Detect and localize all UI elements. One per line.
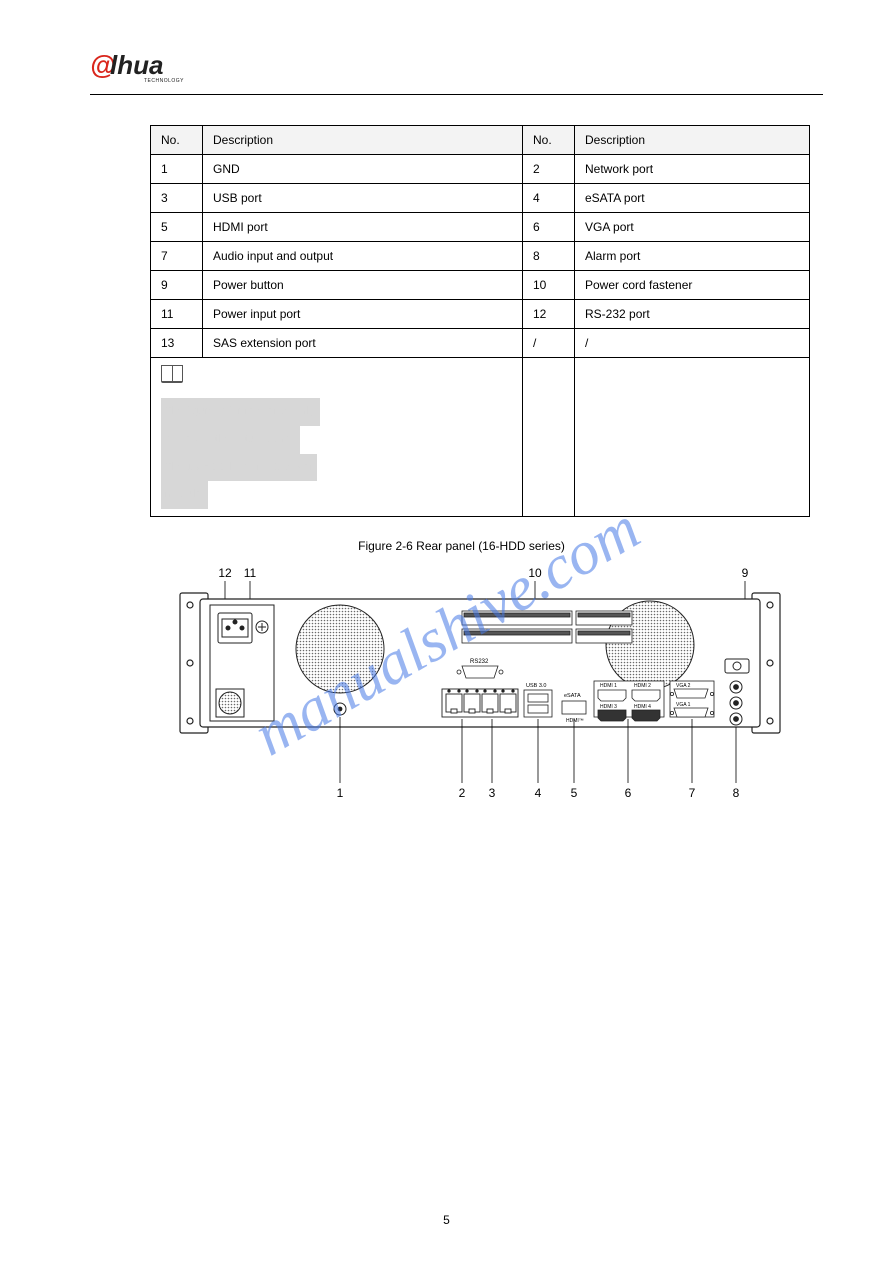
cell-empty <box>575 358 810 517</box>
table-row: 7 Audio input and output 8 Alarm port <box>151 242 810 271</box>
label-1: 1 <box>337 786 344 799</box>
table-row: 13 SAS extension port / / <box>151 329 810 358</box>
cell-no: 13 <box>151 329 203 358</box>
label-7: 7 <box>689 786 696 799</box>
label-12: 12 <box>218 566 232 580</box>
label-4: 4 <box>535 786 542 799</box>
note-line: module. <box>161 481 208 509</box>
cell-desc: VGA port <box>575 213 810 242</box>
svg-text:HDMI 3: HDMI 3 <box>600 704 617 710</box>
th-no-1: No. <box>151 126 203 155</box>
note-line: The figure is for reference only, <box>161 398 320 426</box>
label-2: 2 <box>459 786 466 799</box>
cell-no: 9 <box>151 271 203 300</box>
label-3: 3 <box>489 786 496 799</box>
cell-no: 4 <box>523 184 575 213</box>
cell-empty <box>523 358 575 517</box>
cell-no: 6 <box>523 213 575 242</box>
cell-desc: / <box>575 329 810 358</box>
svg-text:HDMI 2: HDMI 2 <box>634 683 651 689</box>
label-11: 11 <box>244 566 257 580</box>
cell-desc: GND <box>203 155 523 184</box>
cell-desc: Audio input and output <box>203 242 523 271</box>
table-row: 5 HDMI port 6 VGA port <box>151 213 810 242</box>
cell-no: 8 <box>523 242 575 271</box>
label-6: 6 <box>625 786 632 799</box>
cell-no: 2 <box>523 155 575 184</box>
figure-caption: Figure 2-6 Rear panel (16-HDD series) <box>110 539 813 553</box>
label-10: 10 <box>528 566 542 580</box>
cell-no: 5 <box>151 213 203 242</box>
table-note-row: The figure is for reference only, subjec… <box>151 358 810 517</box>
label-5: 5 <box>571 786 578 799</box>
note-cell: The figure is for reference only, subjec… <box>151 358 523 517</box>
svg-text:VGA 2: VGA 2 <box>676 683 691 689</box>
cell-desc: Power button <box>203 271 523 300</box>
table-row: 3 USB port 4 eSATA port <box>151 184 810 213</box>
table-header-row: No. Description No. Description <box>151 126 810 155</box>
table-row: 1 GND 2 Network port <box>151 155 810 184</box>
cell-desc: Power input port <box>203 300 523 329</box>
svg-text:HDMI 1: HDMI 1 <box>600 683 617 689</box>
header-divider <box>90 94 823 95</box>
cell-no: 10 <box>523 271 575 300</box>
label-9: 9 <box>742 566 749 580</box>
cell-no: 1 <box>151 155 203 184</box>
cell-no: / <box>523 329 575 358</box>
page-number: 5 <box>0 1213 893 1227</box>
rear-panel-figure: 12 11 10 9 <box>170 559 790 804</box>
svg-text:TECHNOLOGY: TECHNOLOGY <box>144 78 184 84</box>
brand-logo: @ lhua TECHNOLOGY <box>90 50 813 86</box>
svg-text:HDMI™: HDMI™ <box>566 718 584 724</box>
cell-desc: USB port <box>203 184 523 213</box>
cell-desc: eSATA port <box>575 184 810 213</box>
cell-desc: SAS extension port <box>203 329 523 358</box>
label-8: 8 <box>733 786 740 799</box>
svg-text:VGA 1: VGA 1 <box>676 702 691 708</box>
svg-text:USB 3.0: USB 3.0 <box>526 683 546 689</box>
note-line: subject to the actual panel. <box>161 426 300 454</box>
cell-no: 3 <box>151 184 203 213</box>
th-no-2: No. <box>523 126 575 155</box>
th-desc-2: Description <box>575 126 810 155</box>
cell-desc: HDMI port <box>203 213 523 242</box>
cell-desc: RS-232 port <box>575 300 810 329</box>
gnd-terminal <box>334 703 346 715</box>
cell-no: 7 <box>151 242 203 271</box>
svg-text:HDMI 4: HDMI 4 <box>634 704 651 710</box>
cell-desc: Alarm port <box>575 242 810 271</box>
cell-desc: Power cord fastener <box>575 271 810 300</box>
svg-text:eSATA: eSATA <box>564 693 581 699</box>
svg-text:lhua: lhua <box>110 50 163 80</box>
cell-desc: Network port <box>575 155 810 184</box>
svg-text:RS232: RS232 <box>470 659 489 665</box>
ports-table: No. Description No. Description 1 GND 2 … <box>150 125 810 517</box>
note-line: The 16-HDD has only 1 power <box>161 454 317 482</box>
note-icon <box>161 365 183 383</box>
cell-no: 11 <box>151 300 203 329</box>
table-row: 11 Power input port 12 RS-232 port <box>151 300 810 329</box>
cell-no: 12 <box>523 300 575 329</box>
table-row: 9 Power button 10 Power cord fastener <box>151 271 810 300</box>
th-desc-1: Description <box>203 126 523 155</box>
